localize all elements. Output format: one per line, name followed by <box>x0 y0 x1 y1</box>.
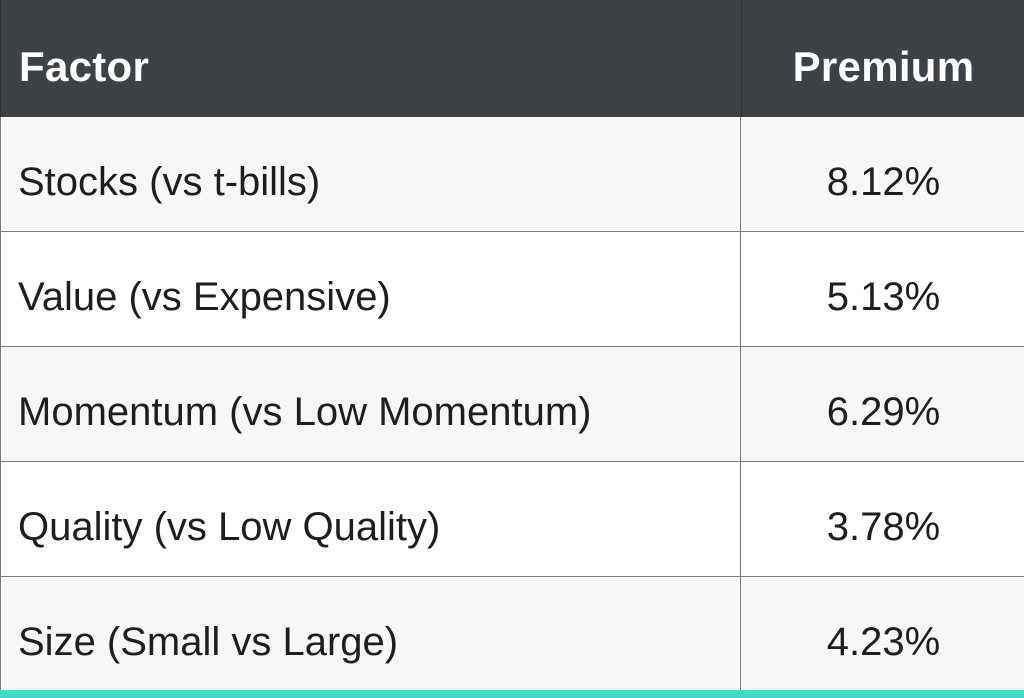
factor-cell: Stocks (vs t-bills) <box>18 160 321 204</box>
premium-cell: 4.23% <box>826 620 941 664</box>
column-divider <box>740 117 741 231</box>
column-divider <box>740 232 741 346</box>
column-divider <box>740 462 741 576</box>
column-divider <box>740 577 741 691</box>
premium-cell: 5.13% <box>826 275 941 319</box>
table-row: Stocks (vs t-bills) 8.12% <box>0 117 1024 232</box>
premium-cell: 8.12% <box>826 160 941 204</box>
premium-cell: 3.78% <box>826 505 941 549</box>
table-header-row: Factor Premium <box>0 0 1024 117</box>
factor-cell: Size (Small vs Large) <box>18 620 399 664</box>
premium-cell: 6.29% <box>826 390 941 434</box>
header-column-divider <box>741 0 742 117</box>
table-row: Momentum (vs Low Momentum) 6.29% <box>0 347 1024 462</box>
table-row: Value (vs Expensive) 5.13% <box>0 232 1024 347</box>
column-divider <box>740 347 741 461</box>
table-row: Quality (vs Low Quality) 3.78% <box>0 462 1024 577</box>
factor-cell: Value (vs Expensive) <box>18 275 391 319</box>
factor-cell: Momentum (vs Low Momentum) <box>18 390 592 434</box>
table-body: Stocks (vs t-bills) 8.12% Value (vs Expe… <box>0 117 1024 692</box>
header-premium: Premium <box>792 43 975 90</box>
header-factor: Factor <box>19 43 150 90</box>
table-row: Size (Small vs Large) 4.23% <box>0 577 1024 692</box>
bottom-accent-bar <box>0 690 1024 698</box>
factor-cell: Quality (vs Low Quality) <box>18 505 441 549</box>
